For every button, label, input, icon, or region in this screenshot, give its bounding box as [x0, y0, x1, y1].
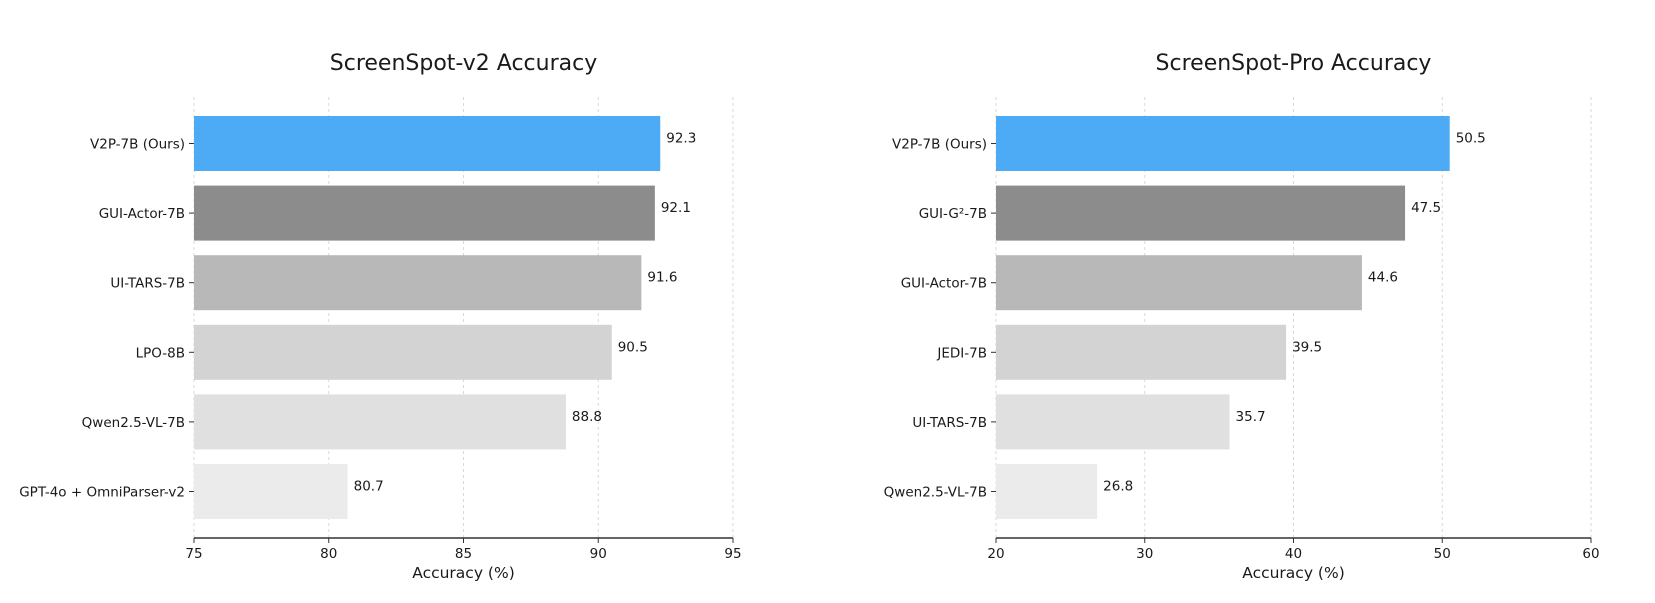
bar — [996, 324, 1287, 380]
x-tick-label: 40 — [1285, 546, 1302, 562]
value-label: 47.5 — [1411, 200, 1441, 216]
category-label: GUI-Actor-7B — [901, 276, 987, 292]
x-tick-label: 30 — [1136, 546, 1153, 562]
category-label: Qwen2.5-VL-7B — [884, 485, 987, 501]
bar — [194, 324, 612, 380]
chart-screenspot-v2: ScreenSpot-v2 Accuracy Accuracy (%) V2P-… — [19, 51, 741, 582]
x-tick-label: 90 — [590, 546, 607, 562]
category-label: LPO-8B — [136, 345, 185, 361]
bar — [996, 185, 1406, 241]
category-label: JEDI-7B — [936, 345, 987, 361]
value-label: 92.3 — [666, 131, 696, 147]
x-tick-label: 50 — [1434, 546, 1451, 562]
value-label: 91.6 — [647, 270, 677, 286]
value-label: 44.6 — [1368, 270, 1398, 286]
x-tick-label: 75 — [185, 546, 202, 562]
value-label: 39.5 — [1292, 339, 1322, 355]
bar — [194, 464, 348, 519]
bar — [194, 185, 655, 241]
category-label: UI-TARS-7B — [912, 415, 987, 431]
x-tick-label: 85 — [455, 546, 472, 562]
bar — [996, 255, 1362, 311]
bar — [996, 116, 1450, 171]
category-label: V2P-7B (Ours) — [90, 137, 185, 153]
x-axis-label: Accuracy (%) — [1242, 564, 1345, 582]
bar — [194, 255, 642, 311]
category-label: GUI-G²-7B — [919, 206, 987, 222]
category-label: Qwen2.5-VL-7B — [82, 415, 185, 431]
x-tick-label: 60 — [1582, 546, 1599, 562]
category-label: GUI-Actor-7B — [99, 206, 185, 222]
x-axis-label: Accuracy (%) — [412, 564, 515, 582]
value-label: 88.8 — [572, 409, 602, 425]
value-label: 35.7 — [1236, 409, 1266, 425]
category-label: GPT-4o + OmniParser-v2 — [19, 485, 185, 501]
chart-screenspot-pro: ScreenSpot-Pro Accuracy Accuracy (%) V2P… — [884, 51, 1600, 582]
bar — [194, 394, 566, 450]
x-tick-label: 95 — [724, 546, 741, 562]
bar — [194, 116, 661, 171]
value-label: 92.1 — [661, 200, 691, 216]
category-label: UI-TARS-7B — [110, 276, 185, 292]
category-label: V2P-7B (Ours) — [892, 137, 987, 153]
chart-title: ScreenSpot-Pro Accuracy — [1156, 51, 1432, 76]
bar — [996, 464, 1098, 519]
x-tick-label: 20 — [987, 546, 1004, 562]
value-label: 26.8 — [1103, 479, 1133, 495]
value-label: 90.5 — [618, 339, 648, 355]
value-label: 50.5 — [1456, 131, 1486, 147]
value-label: 80.7 — [354, 479, 384, 495]
bar — [996, 394, 1230, 450]
x-tick-label: 80 — [320, 546, 337, 562]
chart-title: ScreenSpot-v2 Accuracy — [330, 51, 597, 76]
